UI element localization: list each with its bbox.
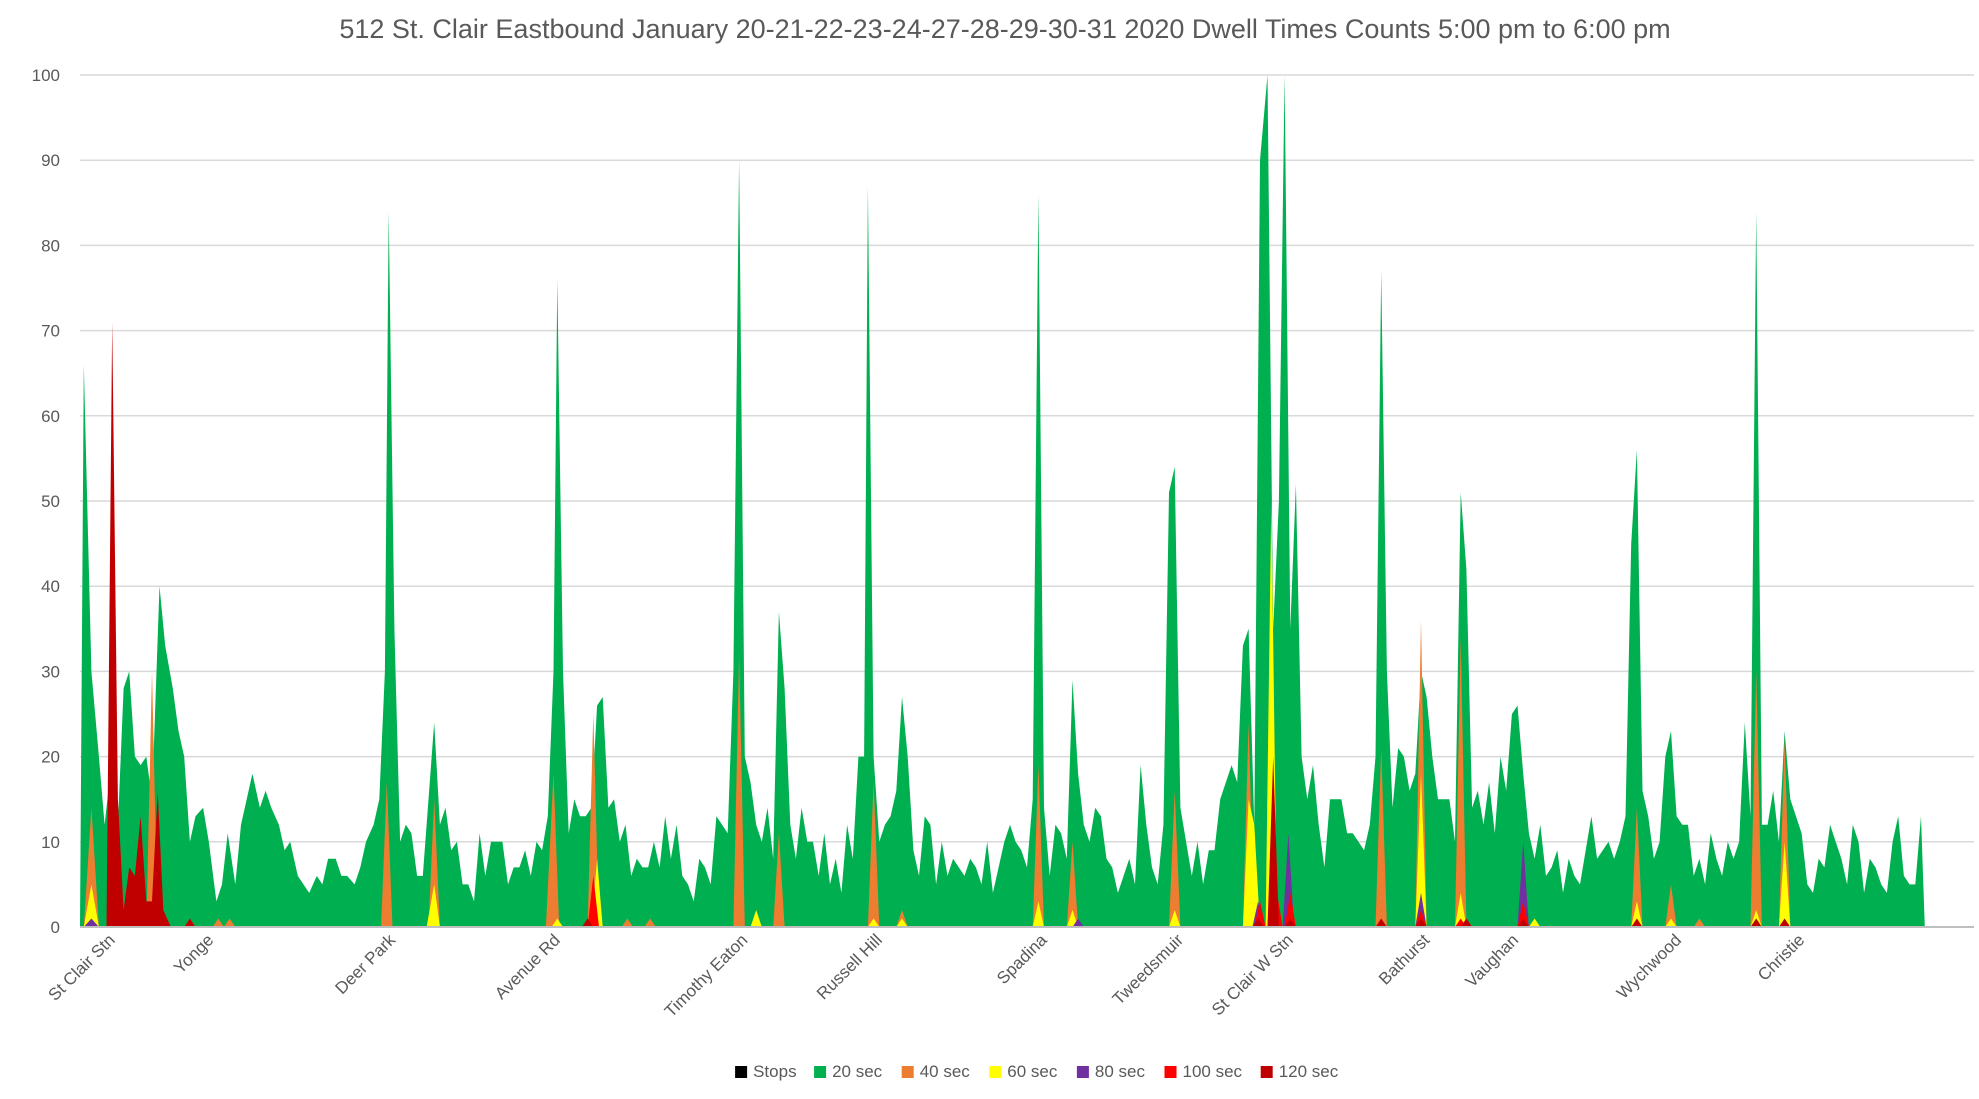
legend-swatch — [1164, 1066, 1177, 1078]
legend-item-120-sec: 120 sec — [1260, 1062, 1339, 1081]
chart-title: 512 St. Clair Eastbound January 20-21-22… — [339, 14, 1670, 44]
legend-item-60-sec: 60 sec — [989, 1062, 1058, 1081]
y-tick-label: 90 — [41, 151, 60, 170]
legend-label: 40 sec — [920, 1062, 971, 1081]
y-tick-label: 0 — [51, 918, 60, 937]
series-area-100-sec — [587, 875, 1529, 927]
legend-label: 100 sec — [1183, 1062, 1243, 1081]
legend-swatch — [1076, 1066, 1089, 1078]
legend-swatch — [989, 1066, 1002, 1078]
y-tick-label: 10 — [41, 833, 60, 852]
legend-item-80-sec: 80 sec — [1076, 1062, 1146, 1081]
legend-label: 60 sec — [1007, 1062, 1058, 1081]
y-tick-label: 40 — [41, 577, 60, 596]
legend-item-20-sec: 20 sec — [814, 1062, 883, 1081]
legend-label: 20 sec — [832, 1062, 883, 1081]
y-axis-tick-labels: 0 10 20 30 40 50 60 70 80 90 100 — [32, 66, 60, 937]
series-areas — [80, 75, 1925, 928]
series-area-20-sec — [80, 75, 1925, 927]
legend-label: Stops — [753, 1062, 796, 1081]
y-tick-label: 30 — [41, 662, 60, 681]
legend-item-100-sec: 100 sec — [1164, 1062, 1243, 1081]
legend-swatch — [814, 1066, 827, 1078]
legend-item-40-sec: 40 sec — [901, 1062, 971, 1081]
y-tick-label: 100 — [32, 66, 60, 85]
legend: Stops 20 sec 40 sec 60 sec 80 sec 100 sec 120 … — [735, 1062, 1339, 1081]
legend-swatch — [1260, 1066, 1273, 1078]
y-tick-label: 70 — [41, 322, 60, 341]
legend-label: 80 sec — [1095, 1062, 1146, 1081]
legend-label: 120 sec — [1279, 1062, 1339, 1081]
y-tick-label: 80 — [41, 236, 60, 255]
y-tick-label: 60 — [41, 407, 60, 426]
y-tick-label: 20 — [41, 748, 60, 767]
legend-item-stops: Stops — [735, 1062, 797, 1081]
legend-swatch — [901, 1066, 914, 1078]
legend-swatch — [735, 1066, 748, 1078]
y-tick-label: 50 — [41, 492, 60, 511]
